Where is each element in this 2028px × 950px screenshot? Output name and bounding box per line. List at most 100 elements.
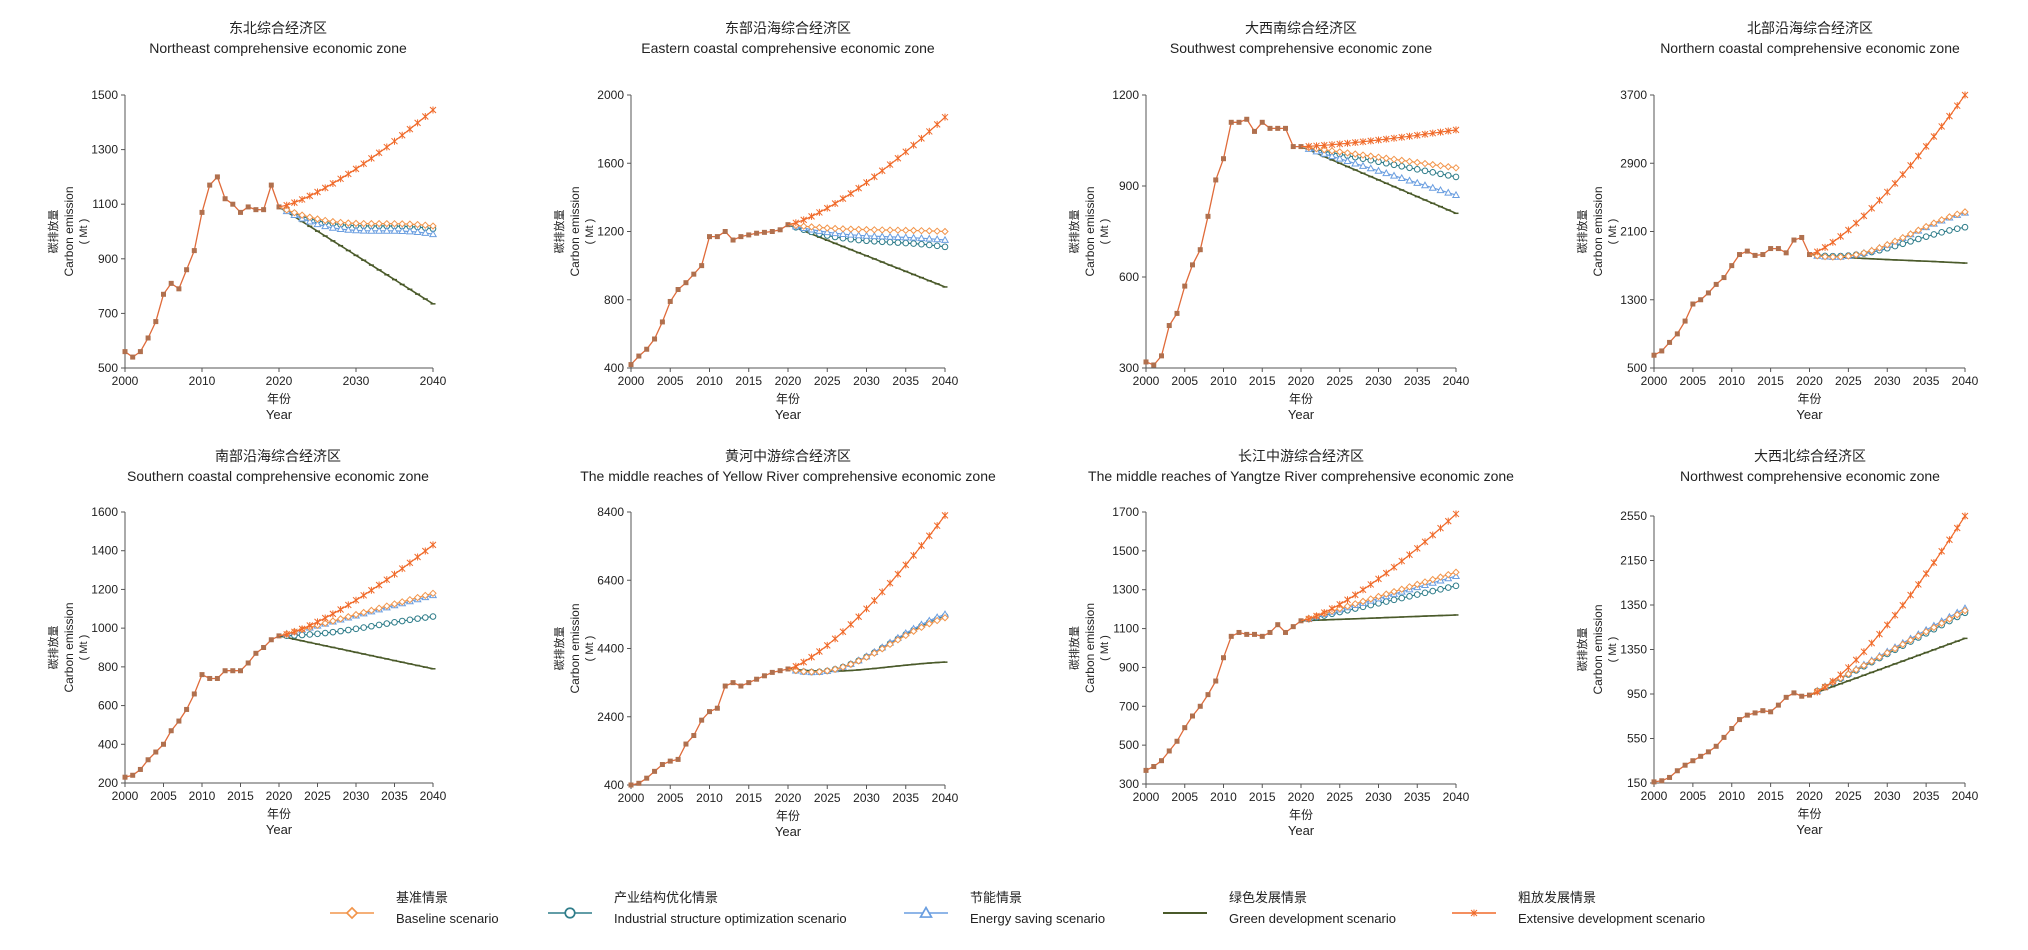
x-tick-label: 2025	[1326, 374, 1353, 388]
x-tick-label: 2040	[1952, 789, 1979, 803]
scenario-point-baseline	[941, 614, 949, 622]
scenario-point-baseline	[831, 224, 839, 233]
x-tick-label: 2015	[227, 789, 254, 803]
x-axis-label-en: Year	[1796, 407, 1823, 422]
y-axis-label-unit: ( Mt )	[584, 219, 596, 245]
chart-title-en: Southern coastal comprehensive economic …	[127, 468, 429, 484]
historical-point	[1667, 774, 1673, 780]
scenario-point-baseline	[1359, 151, 1367, 159]
historical-point	[1737, 252, 1743, 258]
scenario-point-baseline	[1390, 587, 1398, 596]
scenario-point-extensive	[352, 165, 360, 173]
scenario-point-baseline	[1860, 249, 1868, 257]
scenario-point-extensive	[910, 551, 917, 559]
historical-point	[153, 319, 159, 325]
scenario-point-baseline	[1336, 604, 1344, 613]
x-tick-label: 2005	[657, 374, 684, 388]
scenario-point-energy	[1451, 190, 1461, 198]
historical-point	[130, 354, 136, 360]
scenario-point-baseline	[1328, 147, 1336, 155]
historical-point	[1705, 290, 1711, 296]
historical-point	[738, 234, 744, 240]
x-axis-label-zh: 年份	[267, 392, 291, 406]
historical-point	[253, 650, 259, 656]
scenario-point-baseline	[390, 600, 399, 608]
x-tick-label: 2000	[618, 791, 645, 805]
scenario-point-extensive	[855, 613, 863, 621]
historical-point	[1159, 353, 1164, 359]
scenario-point-baseline	[909, 627, 918, 635]
scenario-point-extensive	[1938, 547, 1946, 555]
scenario-point-extensive	[1876, 196, 1883, 204]
scenario-point-industrial	[886, 238, 894, 246]
historical-point	[1197, 703, 1203, 709]
historical-point	[1783, 250, 1789, 256]
historical-line	[124, 635, 280, 778]
scenario-point-baseline	[847, 225, 855, 233]
chart-panel-7: 长江中游综合经济区 The middle reaches of Yangtze R…	[1067, 448, 1514, 838]
y-tick-label: 500	[1627, 361, 1647, 375]
historical-point	[1799, 234, 1805, 240]
historical-point	[652, 768, 658, 774]
y-tick-label: 2550	[1620, 509, 1647, 523]
historical-point	[1690, 301, 1696, 307]
scenario-point-extensive	[1821, 683, 1829, 691]
scenario-point-extensive	[886, 161, 894, 169]
scenario-point-industrial	[352, 625, 360, 633]
scenario-point-extensive	[360, 160, 368, 168]
scenario-point-baseline	[1906, 636, 1915, 644]
scenario-point-baseline	[1398, 156, 1406, 165]
scenario-point-extensive	[291, 199, 298, 207]
historical-point	[122, 774, 128, 780]
scenario-line-extensive	[787, 116, 946, 226]
scenario-point-baseline	[359, 608, 368, 617]
scenario-point-baseline	[815, 223, 824, 232]
x-axis-label-en: Year	[266, 822, 293, 837]
historical-point	[153, 749, 159, 755]
y-axis-label-unit: ( Mt )	[78, 219, 90, 245]
scenario-point-baseline	[1922, 627, 1930, 636]
scenario-point-energy	[1335, 154, 1344, 162]
historical-point	[207, 675, 213, 681]
scenario-point-baseline	[398, 598, 406, 606]
y-axis-label-unit: ( Mt )	[1099, 635, 1111, 661]
scenario-point-extensive	[1328, 605, 1336, 613]
historical-point	[1275, 622, 1281, 628]
scenario-point-extensive	[808, 212, 815, 220]
y-tick-label: 1200	[597, 225, 624, 239]
historical-point	[746, 680, 752, 686]
historical-point	[754, 230, 760, 236]
scenario-point-industrial	[910, 240, 917, 247]
scenario-point-extensive	[816, 208, 823, 216]
scenario-point-extensive	[321, 614, 329, 622]
x-axis-label-zh: 年份	[1289, 808, 1313, 822]
scenario-point-extensive	[1930, 132, 1938, 140]
chart-title-en: Eastern coastal comprehensive economic z…	[641, 40, 935, 56]
y-tick-label: 1400	[91, 544, 118, 558]
historical-point	[675, 287, 681, 293]
historical-point	[1166, 748, 1172, 754]
scenario-point-extensive	[933, 120, 941, 128]
x-axis-label-en: Year	[1796, 822, 1823, 837]
scenario-point-energy	[1428, 183, 1437, 191]
historical-point	[1213, 678, 1219, 684]
scenario-point-extensive	[414, 553, 421, 561]
scenario-point-industrial	[337, 627, 344, 635]
historical-point	[1752, 252, 1758, 258]
historical-point	[261, 207, 267, 213]
y-axis-label-en: Carbon emission	[62, 602, 76, 692]
y-tick-label: 2100	[1620, 225, 1647, 239]
legend-label-zh: 基准情景	[396, 890, 448, 905]
scenario-point-extensive	[1813, 688, 1821, 696]
y-axis-label-en: Carbon emission	[1591, 604, 1605, 694]
scenario-point-industrial	[1452, 173, 1460, 181]
scenario-point-extensive	[375, 581, 383, 589]
scenario-point-industrial	[414, 615, 421, 622]
scenario-point-baseline	[1899, 233, 1907, 242]
scenario-point-baseline	[831, 665, 839, 673]
scenario-point-baseline	[1891, 644, 1899, 653]
scenario-point-extensive	[329, 179, 337, 187]
y-tick-label: 1500	[91, 88, 118, 102]
historical-point	[1760, 708, 1766, 714]
legend-item-green: 绿色发展情景 Green development scenario	[1163, 890, 1396, 926]
